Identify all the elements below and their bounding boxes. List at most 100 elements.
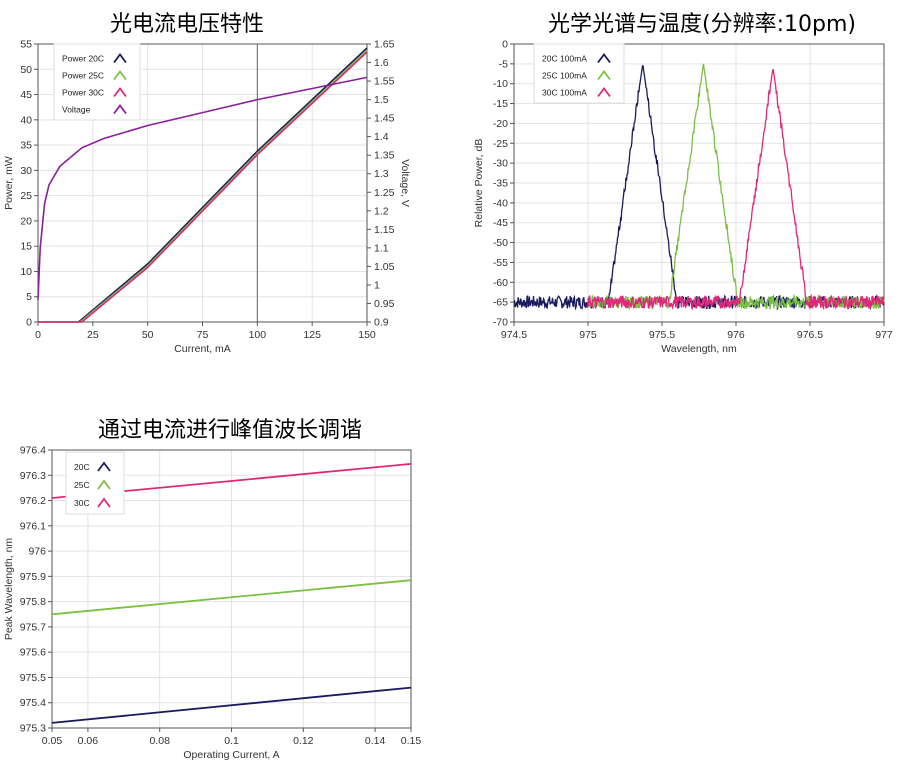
y-tick-label: -15 bbox=[493, 98, 508, 110]
legend-label: 25C 100mA bbox=[542, 71, 587, 81]
legend-label: 20C bbox=[74, 462, 90, 472]
legend-label: Power 20C bbox=[62, 54, 104, 64]
y-tick-label: -5 bbox=[499, 58, 508, 70]
spectrum-series-3 bbox=[587, 69, 885, 311]
y-tick-label: 975.5 bbox=[20, 672, 46, 684]
x-tick-label: 976 bbox=[727, 329, 745, 341]
y-tick-label: 976 bbox=[28, 546, 46, 558]
y-tick-label: 975.3 bbox=[20, 723, 46, 735]
y2-tick-label: 1.1 bbox=[374, 242, 389, 254]
x-axis-label: Wavelength, nm bbox=[661, 343, 737, 355]
legend-marker bbox=[113, 104, 127, 115]
x-tick-label: 977 bbox=[875, 329, 893, 341]
legend-marker bbox=[97, 479, 111, 490]
legend-marker bbox=[597, 87, 611, 98]
legend-label: Voltage bbox=[62, 105, 91, 115]
legend-box bbox=[53, 43, 141, 121]
y2-tick-label: 0.95 bbox=[374, 298, 395, 310]
y2-tick-label: 1.35 bbox=[374, 150, 395, 162]
y2-tick-label: 1.5 bbox=[374, 94, 389, 106]
legend-label: Power 25C bbox=[62, 71, 104, 81]
x-tick-label: 976.5 bbox=[797, 329, 823, 341]
chart3-title: 通过电流进行峰值波长调谐 bbox=[98, 418, 363, 443]
x-tick-label: 50 bbox=[142, 329, 154, 341]
y-tick-label: -35 bbox=[493, 178, 508, 190]
y-tick-label: 975.7 bbox=[20, 621, 46, 633]
y-tick-label: 0 bbox=[502, 39, 508, 51]
x-tick-label: 100 bbox=[249, 329, 267, 341]
y-tick-label: 975.6 bbox=[20, 647, 46, 659]
wavelength-tuning-chart: 0.05 0.06 0.08 0.1 0.12 0.14 0.15 975.3 975.4 975… bbox=[3, 445, 421, 762]
y2-tick-label: 1.55 bbox=[374, 76, 395, 88]
y-tick-label: 976.1 bbox=[20, 520, 46, 532]
y-tick-label: 976.4 bbox=[20, 445, 46, 457]
chart1-title: 光电流电压特性 bbox=[110, 12, 265, 37]
x-tick-label: 25 bbox=[87, 329, 99, 341]
legend-label: Power 30C bbox=[62, 88, 104, 98]
y2-tick-label: 1.25 bbox=[374, 187, 395, 199]
tuning-series-25c bbox=[51, 579, 412, 616]
y-tick-label: 35 bbox=[20, 140, 32, 152]
y2-tick-label: 0.9 bbox=[374, 317, 389, 329]
optical-spectrum-chart: 974.5 975 975.5 976 976.5 977-70-65-60-55-50-… bbox=[473, 39, 893, 356]
y-tick-label: 975.4 bbox=[20, 697, 46, 709]
legend-marker bbox=[97, 461, 111, 472]
iv-characteristic-chart: 0 25 50 75 100 125 150 0 5 10 15 20 25 30 35 40 45 50 55 Cu… bbox=[3, 39, 411, 356]
y-tick-label: 5 bbox=[26, 291, 32, 303]
chart2-title: 光学光谱与温度(分辨率:10pm) bbox=[548, 12, 856, 37]
y-tick-label: -10 bbox=[493, 78, 508, 90]
legend-label: 20C 100mA bbox=[542, 54, 587, 64]
x-tick-label: 0.12 bbox=[293, 735, 314, 747]
y-tick-label: -65 bbox=[493, 297, 508, 309]
y2-tick-label: 1.6 bbox=[374, 57, 389, 69]
x-tick-label: 150 bbox=[358, 329, 376, 341]
y-tick-label: 0 bbox=[26, 317, 32, 329]
legend-label: 25C bbox=[74, 480, 90, 490]
y-tick-label: 50 bbox=[20, 64, 32, 76]
x-tick-label: 75 bbox=[197, 329, 209, 341]
y-axis-label: Relative Power, dB bbox=[473, 139, 485, 228]
y-tick-label: -70 bbox=[493, 317, 508, 329]
y-tick-label: 45 bbox=[20, 89, 32, 101]
y2-axis-label: Voltage, V bbox=[399, 159, 411, 207]
y-tick-label: 10 bbox=[20, 266, 32, 278]
x-tick-label: 0 bbox=[35, 329, 41, 341]
legend-marker bbox=[113, 70, 127, 81]
x-tick-label: 974.5 bbox=[501, 329, 527, 341]
y2-tick-label: 1.15 bbox=[374, 224, 395, 236]
y-tick-label: -20 bbox=[493, 118, 508, 130]
y2-tick-label: 1.2 bbox=[374, 205, 389, 217]
x-tick-label: 0.05 bbox=[42, 735, 63, 747]
y-tick-label: 25 bbox=[20, 190, 32, 202]
y-tick-label: 975.8 bbox=[20, 596, 46, 608]
y2-tick-label: 1.45 bbox=[374, 113, 395, 125]
y-tick-label: 15 bbox=[20, 241, 32, 253]
y2-tick-label: 1.4 bbox=[374, 131, 389, 143]
y-tick-label: 30 bbox=[20, 165, 32, 177]
y-tick-label: -30 bbox=[493, 158, 508, 170]
y-tick-label: -45 bbox=[493, 217, 508, 229]
legend-box bbox=[533, 43, 625, 104]
y-tick-label: 55 bbox=[20, 39, 32, 51]
legend-marker bbox=[97, 497, 111, 508]
x-tick-label: 0.06 bbox=[78, 735, 99, 747]
y-tick-label: -55 bbox=[493, 257, 508, 269]
x-tick-label: 0.14 bbox=[365, 735, 386, 747]
x-tick-label: 0.08 bbox=[149, 735, 170, 747]
y2-tick-label: 1.3 bbox=[374, 168, 389, 180]
legend-marker bbox=[113, 53, 127, 64]
x-tick-label: 975.5 bbox=[649, 329, 675, 341]
y2-tick-label: 1 bbox=[374, 279, 380, 291]
tuning-series-20c bbox=[51, 686, 412, 724]
legend-marker bbox=[597, 70, 611, 81]
x-axis-label: Current, mA bbox=[174, 343, 231, 355]
y-tick-label: -40 bbox=[493, 197, 508, 209]
series-line-power-30c bbox=[38, 51, 368, 323]
y-tick-label: 20 bbox=[20, 215, 32, 227]
y2-tick-label: 1.65 bbox=[374, 39, 395, 51]
x-tick-label: 0.1 bbox=[224, 735, 239, 747]
y2-tick-label: 1.05 bbox=[374, 261, 395, 273]
legend-label: 30C 100mA bbox=[542, 88, 587, 98]
y-tick-label: -25 bbox=[493, 138, 508, 150]
y-axis-label: Power, mW bbox=[3, 156, 15, 210]
